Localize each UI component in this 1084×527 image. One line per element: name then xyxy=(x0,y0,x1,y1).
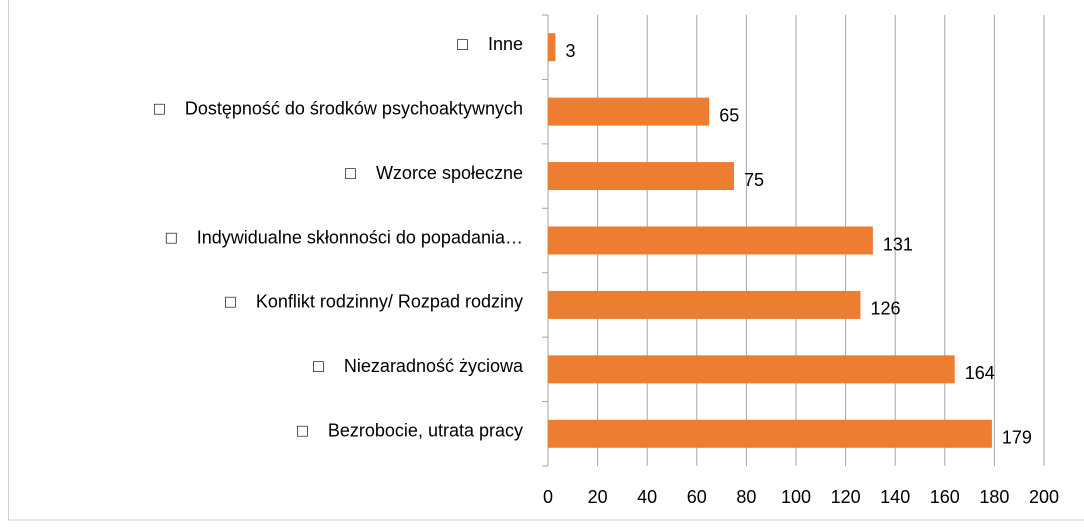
x-tick-label: 100 xyxy=(781,487,811,507)
data-label: 131 xyxy=(883,234,913,254)
data-label: 179 xyxy=(1002,428,1032,448)
data-label: 3 xyxy=(565,41,575,61)
bar xyxy=(548,355,955,384)
chart-border xyxy=(8,0,1084,521)
data-label: 126 xyxy=(870,299,900,319)
data-label: 164 xyxy=(965,363,995,383)
y-tick-label: □ Indywidualne skłonności do popadania… xyxy=(166,227,523,247)
y-tick-label: □ Bezrobocie, utrata pracy xyxy=(297,421,523,441)
x-tick-label: 80 xyxy=(736,487,756,507)
y-tick-label: □ Niezaradność życiowa xyxy=(313,356,524,376)
x-tick-label: 200 xyxy=(1029,487,1059,507)
bar xyxy=(548,162,734,191)
bar xyxy=(548,97,710,126)
x-tick-label: 40 xyxy=(637,487,657,507)
y-tick-label: □ Dostępność do środków psychoaktywnych xyxy=(154,98,523,118)
y-tick-label: □ Inne xyxy=(457,34,523,54)
x-tick-label: 120 xyxy=(831,487,861,507)
bar xyxy=(548,419,992,448)
y-tick-label: □ Wzorce społeczne xyxy=(345,163,523,183)
data-label: 65 xyxy=(719,105,739,125)
x-tick-label: 180 xyxy=(979,487,1009,507)
y-tick-label: □ Konflikt rodzinny/ Rozpad rodziny xyxy=(225,292,523,312)
bar xyxy=(548,226,873,255)
bar xyxy=(548,290,861,319)
x-tick-label: 140 xyxy=(880,487,910,507)
x-tick-label: 60 xyxy=(687,487,707,507)
x-tick-label: 0 xyxy=(543,487,553,507)
x-tick-label: 20 xyxy=(588,487,608,507)
data-label: 75 xyxy=(744,170,764,190)
bar xyxy=(548,33,556,62)
x-tick-label: 160 xyxy=(930,487,960,507)
